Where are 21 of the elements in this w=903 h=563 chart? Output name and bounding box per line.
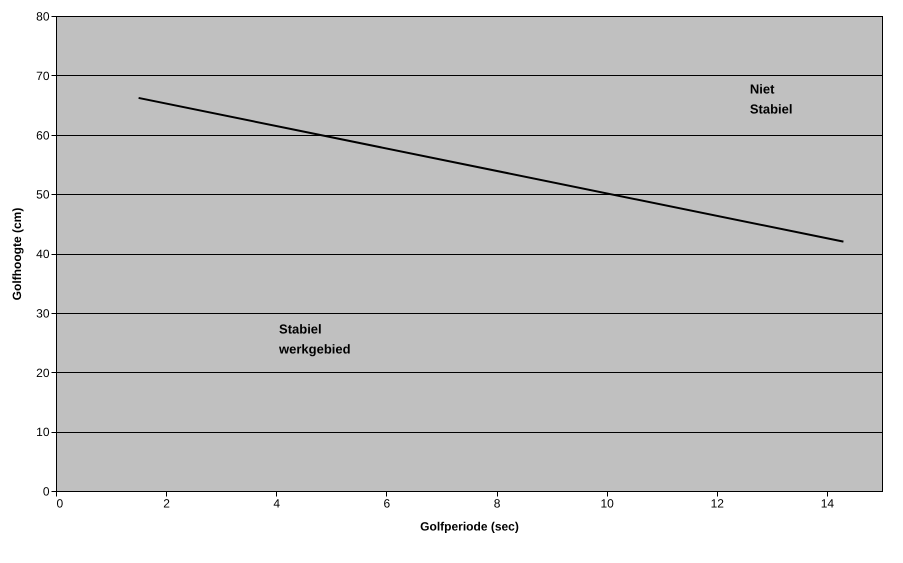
y-tick-label: 10 — [36, 425, 50, 440]
y-tick-label: 0 — [42, 484, 50, 498]
x-tick-label: 8 — [494, 496, 501, 510]
x-tick-label: 14 — [820, 496, 834, 510]
x-tick-label: 0 — [56, 496, 64, 510]
y-tick-label: 20 — [36, 366, 50, 380]
x-axis-title: Golfperiode (sec) — [420, 520, 519, 534]
y-tick-label: 60 — [36, 128, 50, 142]
y-tick-label: 40 — [36, 247, 50, 261]
y-tick-label: 50 — [36, 188, 50, 202]
annotation: Niet Stabiel — [750, 82, 792, 117]
y-axis-title: Golfhoogte (cm) — [10, 208, 24, 300]
x-tick-label: 12 — [710, 496, 724, 510]
x-tick-label: 10 — [600, 496, 614, 510]
x-tick-label: 6 — [384, 496, 391, 510]
y-tick-label: 80 — [36, 10, 50, 24]
y-tick-label: 30 — [36, 306, 50, 320]
x-tick-label: 2 — [163, 496, 170, 510]
y-tick-label: 70 — [36, 68, 50, 83]
x-tick-label: 4 — [273, 496, 280, 510]
annotation: Stabiel werkgebied — [278, 322, 351, 356]
